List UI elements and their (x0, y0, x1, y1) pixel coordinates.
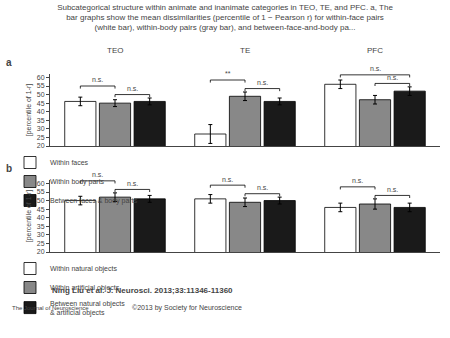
svg-text:60: 60 (37, 180, 45, 187)
svg-text:55: 55 (37, 82, 45, 89)
svg-text:TEO: TEO (107, 46, 123, 55)
svg-text:The Journal of Neuroscience: The Journal of Neuroscience (12, 305, 89, 311)
svg-text:n.s.: n.s. (127, 180, 138, 187)
svg-text:**: ** (225, 70, 231, 77)
svg-text:30: 30 (37, 125, 45, 132)
svg-text:n.s.: n.s. (257, 79, 268, 86)
svg-text:40: 40 (37, 108, 45, 115)
svg-text:30: 30 (37, 231, 45, 238)
svg-text:35: 35 (37, 117, 45, 124)
svg-text:40: 40 (37, 214, 45, 221)
svg-text:n.s.: n.s. (387, 186, 398, 193)
svg-text:Within natural objects: Within natural objects (50, 265, 117, 273)
svg-text:a: a (6, 57, 12, 68)
svg-text:25: 25 (37, 134, 45, 141)
svg-text:Within body parts: Within body parts (50, 178, 105, 186)
svg-text:Between natural objects& artif: Between natural objects& artificial obje… (50, 300, 125, 317)
svg-text:n.s.: n.s. (127, 85, 138, 92)
svg-text:45: 45 (37, 100, 45, 107)
svg-text:55: 55 (37, 188, 45, 195)
svg-text:Within faces: Within faces (50, 159, 89, 166)
svg-text:60: 60 (37, 74, 45, 81)
svg-text:20: 20 (37, 248, 45, 255)
svg-text:35: 35 (37, 223, 45, 230)
svg-text:25: 25 (37, 240, 45, 247)
svg-text:n.s.: n.s. (370, 65, 381, 72)
svg-text:Ning Liu et al. J. Neurosci. 2: Ning Liu et al. J. Neurosci. 2013;33:113… (52, 286, 233, 295)
svg-text:[percentile of 1-r]: [percentile of 1-r] (25, 190, 33, 243)
svg-text:n.s.: n.s. (222, 176, 233, 183)
svg-text:[percentile of 1-r]: [percentile of 1-r] (25, 84, 33, 137)
svg-text:Subcategorical structure withi: Subcategorical structure within animate … (57, 3, 393, 33)
svg-text:n.s.: n.s. (387, 74, 398, 81)
svg-text:Between faces & body parts: Between faces & body parts (50, 197, 138, 205)
svg-text:45: 45 (37, 206, 45, 213)
svg-text:20: 20 (37, 142, 45, 149)
svg-text:©2013 by Society for Neuroscie: ©2013 by Society for Neuroscience (132, 304, 242, 312)
svg-text:n.s.: n.s. (352, 177, 363, 184)
svg-text:50: 50 (37, 197, 45, 204)
svg-text:n.s.: n.s. (92, 171, 103, 178)
svg-text:Within artificial objects: Within artificial objects (50, 284, 120, 292)
svg-text:n.s.: n.s. (257, 184, 268, 191)
svg-text:PFC: PFC (367, 46, 383, 55)
svg-text:n.s.: n.s. (92, 76, 103, 83)
svg-text:b: b (6, 163, 12, 174)
svg-text:50: 50 (37, 91, 45, 98)
svg-text:TE: TE (240, 46, 250, 55)
